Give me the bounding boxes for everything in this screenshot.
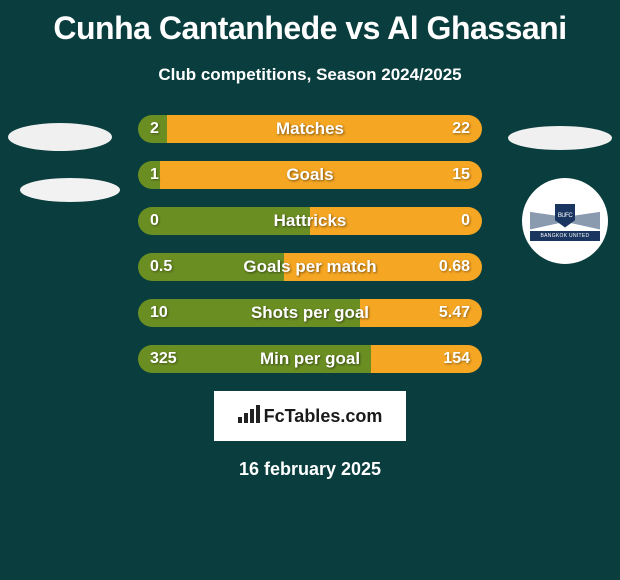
stat-row: 0.50.68Goals per match xyxy=(138,253,482,281)
stat-row: 115Goals xyxy=(138,161,482,189)
date-label: 16 february 2025 xyxy=(0,459,620,480)
stat-row: 105.47Shots per goal xyxy=(138,299,482,327)
player2-club-logo-1 xyxy=(508,126,612,150)
page-title: Cunha Cantanhede vs Al Ghassani xyxy=(0,0,620,47)
stat-label: Min per goal xyxy=(138,345,482,373)
stat-label: Goals xyxy=(138,161,482,189)
player2-club-logo-2: BUFC BANGKOK UNITED xyxy=(522,178,608,264)
badge-banner: BANGKOK UNITED xyxy=(530,231,600,241)
stat-row: 222Matches xyxy=(138,115,482,143)
stat-label: Hattricks xyxy=(138,207,482,235)
brand-badge: FcTables.com xyxy=(214,391,406,441)
stat-label: Matches xyxy=(138,115,482,143)
comparison-bars: 222Matches 115Goals 00Hattricks 0.50.68Goal… xyxy=(138,115,482,373)
player1-club-logo-1 xyxy=(8,123,112,151)
brand-icon xyxy=(238,405,260,428)
player1-club-logo-2 xyxy=(20,178,120,202)
stat-row: 325154Min per goal xyxy=(138,345,482,373)
subtitle: Club competitions, Season 2024/2025 xyxy=(0,65,620,85)
stat-row: 00Hattricks xyxy=(138,207,482,235)
brand-text: FcTables.com xyxy=(264,406,383,427)
stat-label: Goals per match xyxy=(138,253,482,281)
stat-label: Shots per goal xyxy=(138,299,482,327)
